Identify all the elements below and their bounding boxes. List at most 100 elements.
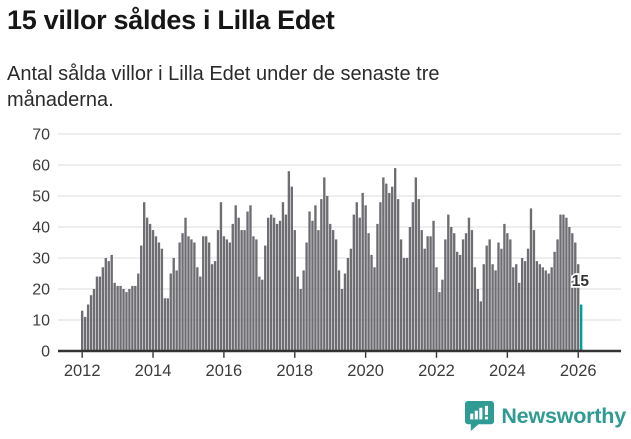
bar (83, 316, 87, 351)
bar (317, 230, 320, 351)
bar (438, 292, 441, 351)
bar (137, 273, 140, 351)
y-tick-label: 30 (32, 251, 50, 268)
bar (225, 239, 229, 351)
bar (169, 273, 172, 351)
bar (379, 202, 382, 351)
bar (222, 236, 226, 351)
bar (207, 242, 211, 351)
bar (497, 242, 500, 351)
bar (411, 202, 415, 351)
bar (485, 245, 488, 351)
bar (426, 236, 429, 351)
bar (157, 242, 161, 351)
bar (455, 251, 459, 351)
y-tick-label: 60 (32, 158, 50, 175)
bar (299, 289, 302, 351)
bar (565, 217, 568, 351)
bar (205, 236, 208, 351)
bar (281, 202, 285, 351)
bar (550, 267, 553, 351)
bar (305, 242, 308, 351)
y-axis-labels: 0 10 20 30 40 50 60 70 (32, 127, 50, 361)
last-value-label: 15 (572, 273, 590, 290)
bar (518, 282, 521, 351)
bar (296, 276, 299, 351)
bar (458, 254, 462, 351)
bar (453, 233, 456, 351)
page-title: 15 villor såldes i Lilla Edet (7, 5, 335, 35)
bar (503, 223, 506, 351)
bar (290, 186, 293, 351)
bar (323, 177, 326, 351)
bar (444, 239, 447, 351)
bar (287, 171, 291, 351)
bar (512, 267, 515, 351)
bar (275, 223, 279, 351)
bar (190, 239, 193, 351)
bar (184, 217, 187, 351)
bar (358, 217, 361, 351)
bar (520, 258, 524, 351)
bar (199, 276, 202, 351)
bar (470, 230, 474, 351)
x-tick-label: 2018 (276, 362, 313, 380)
bar (246, 211, 249, 351)
bar (349, 248, 353, 351)
bar (464, 233, 468, 351)
bar (81, 310, 84, 351)
bar (382, 177, 385, 351)
bar (441, 279, 444, 351)
newsworthy-logo: Newsworthy (465, 401, 626, 432)
bar (479, 301, 482, 351)
bar (166, 298, 169, 351)
bar (293, 230, 296, 351)
bar (334, 239, 338, 351)
bar (116, 285, 119, 351)
y-tick-label: 40 (32, 220, 50, 237)
subtitle-line-1: Antal sålda villor i Lilla Edet under de… (7, 63, 440, 85)
bar (267, 217, 270, 351)
bar (252, 236, 255, 351)
bar (574, 242, 577, 351)
bar (163, 298, 167, 351)
bar (500, 248, 503, 351)
x-tick-label: 2016 (206, 362, 243, 380)
bar (196, 267, 199, 351)
subtitle-line-2: månaderna. (7, 89, 114, 111)
bar (237, 217, 240, 351)
bar (178, 242, 181, 351)
bar (107, 261, 110, 351)
bar (128, 289, 131, 351)
bar (308, 211, 311, 351)
bar (417, 199, 420, 351)
bar (216, 230, 220, 351)
bar (568, 227, 571, 351)
bar (488, 239, 491, 351)
bar (370, 254, 373, 351)
bar (388, 192, 391, 351)
bar (110, 254, 113, 351)
bars (81, 168, 583, 351)
bar (396, 199, 400, 351)
bar (151, 230, 155, 351)
bar (559, 214, 562, 351)
x-tick-label: 2026 (560, 362, 597, 380)
newsworthy-icon (465, 401, 495, 431)
bar (491, 264, 494, 351)
x-axis-labels: 2012 2014 2016 2018 2020 2022 2024 2026 (64, 362, 597, 380)
bar (140, 245, 143, 351)
x-tick-label: 2020 (347, 362, 384, 380)
bar (331, 230, 335, 351)
bar (255, 239, 258, 351)
bar (258, 276, 261, 351)
y-tick-label: 70 (32, 127, 50, 144)
bar (461, 239, 465, 351)
bar (181, 233, 184, 351)
bar (373, 267, 376, 351)
bar (535, 261, 539, 351)
x-tick-label: 2022 (418, 362, 455, 380)
bar (261, 279, 264, 351)
bar (326, 196, 329, 351)
bar (337, 270, 341, 351)
